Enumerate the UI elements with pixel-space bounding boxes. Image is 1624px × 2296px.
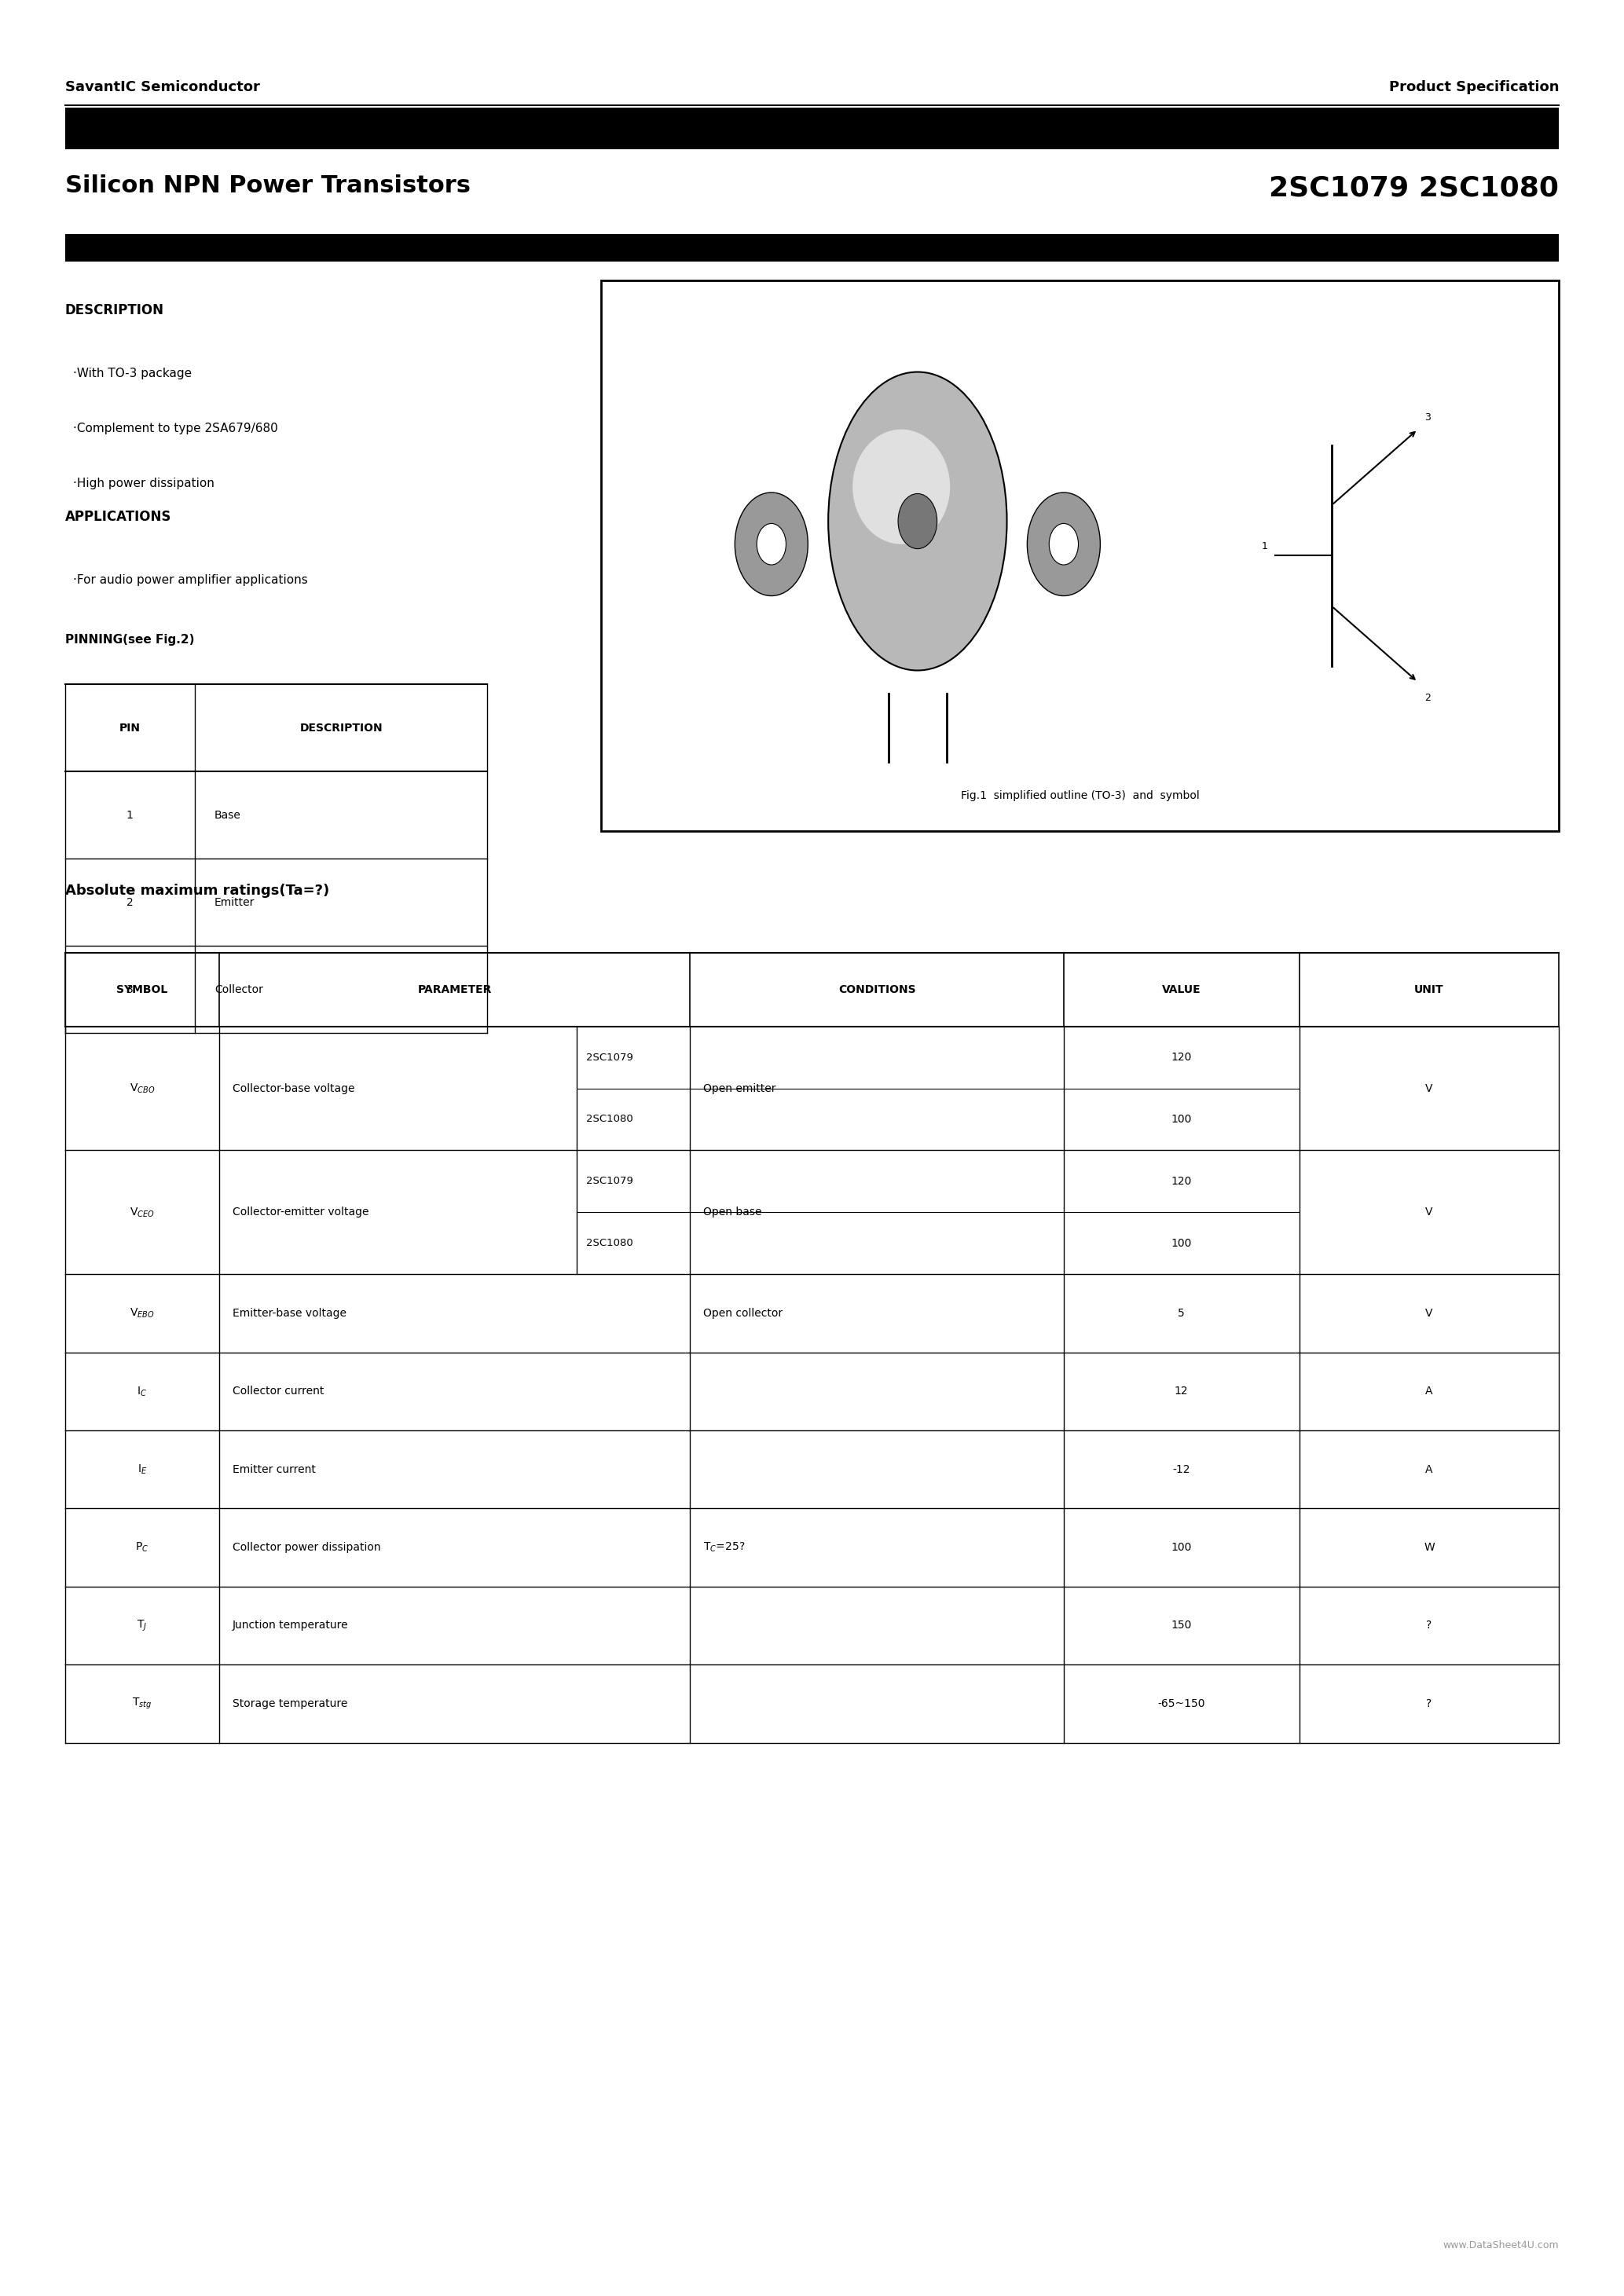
Ellipse shape — [734, 491, 809, 597]
Text: Collector: Collector — [214, 985, 263, 994]
Text: DESCRIPTION: DESCRIPTION — [65, 303, 164, 317]
Text: 12: 12 — [1174, 1387, 1189, 1396]
Text: Collector-base voltage: Collector-base voltage — [232, 1084, 354, 1093]
Text: ?: ? — [1426, 1699, 1432, 1708]
Circle shape — [898, 494, 937, 549]
Text: ·With TO-3 package: ·With TO-3 package — [73, 367, 192, 379]
Text: Silicon NPN Power Transistors: Silicon NPN Power Transistors — [65, 174, 471, 197]
Text: 1: 1 — [1262, 542, 1268, 551]
Text: 150: 150 — [1171, 1621, 1192, 1630]
Text: -65~150: -65~150 — [1158, 1699, 1205, 1708]
Text: Emitter: Emitter — [214, 898, 255, 907]
Text: I$_E$: I$_E$ — [138, 1463, 146, 1476]
Text: 2SC1079: 2SC1079 — [586, 1052, 633, 1063]
Text: Collector current: Collector current — [232, 1387, 323, 1396]
Text: Product Specification: Product Specification — [1389, 80, 1559, 94]
Text: 100: 100 — [1171, 1238, 1192, 1249]
Text: Storage temperature: Storage temperature — [232, 1699, 348, 1708]
Text: Open collector: Open collector — [703, 1309, 783, 1318]
Text: Open emitter: Open emitter — [703, 1084, 776, 1093]
Text: ·Complement to type 2SA679/680: ·Complement to type 2SA679/680 — [73, 422, 278, 434]
Text: 120: 120 — [1171, 1052, 1192, 1063]
Text: V$_{EBO}$: V$_{EBO}$ — [130, 1306, 154, 1320]
Text: 1: 1 — [127, 810, 133, 820]
Text: V$_{CBO}$: V$_{CBO}$ — [130, 1081, 154, 1095]
Text: 120: 120 — [1171, 1176, 1192, 1187]
Text: -12: -12 — [1173, 1465, 1190, 1474]
Text: 100: 100 — [1171, 1114, 1192, 1125]
Text: PARAMETER: PARAMETER — [417, 985, 492, 994]
Text: Absolute maximum ratings(Ta=?): Absolute maximum ratings(Ta=?) — [65, 884, 330, 898]
Text: CONDITIONS: CONDITIONS — [838, 985, 916, 994]
Text: SavantIC Semiconductor: SavantIC Semiconductor — [65, 80, 260, 94]
Text: 100: 100 — [1171, 1543, 1192, 1552]
Text: ?: ? — [1426, 1621, 1432, 1630]
Text: VALUE: VALUE — [1161, 985, 1202, 994]
Text: Emitter-base voltage: Emitter-base voltage — [232, 1309, 346, 1318]
Text: ·High power dissipation: ·High power dissipation — [73, 478, 214, 489]
Text: APPLICATIONS: APPLICATIONS — [65, 510, 171, 523]
Text: 2SC1079 2SC1080: 2SC1079 2SC1080 — [1268, 174, 1559, 202]
Text: V: V — [1426, 1208, 1432, 1217]
Text: PIN: PIN — [119, 723, 141, 732]
Text: Open base: Open base — [703, 1208, 762, 1217]
Text: T$_C$=25?: T$_C$=25? — [703, 1541, 745, 1554]
Ellipse shape — [1026, 491, 1099, 597]
Ellipse shape — [853, 429, 950, 544]
Circle shape — [1049, 523, 1078, 565]
Text: DESCRIPTION: DESCRIPTION — [299, 723, 383, 732]
Text: I$_C$: I$_C$ — [136, 1384, 148, 1398]
Text: PINNING(see Fig.2): PINNING(see Fig.2) — [65, 634, 195, 645]
Text: ·For audio power amplifier applications: ·For audio power amplifier applications — [73, 574, 309, 585]
Text: V: V — [1426, 1309, 1432, 1318]
Text: Emitter current: Emitter current — [232, 1465, 315, 1474]
Text: V: V — [1426, 1084, 1432, 1093]
Text: UNIT: UNIT — [1415, 985, 1444, 994]
Text: 5: 5 — [1177, 1309, 1186, 1318]
Text: 2SC1080: 2SC1080 — [586, 1238, 633, 1249]
Text: T$_{stg}$: T$_{stg}$ — [132, 1697, 153, 1711]
Text: 3: 3 — [1424, 413, 1431, 422]
Text: Base: Base — [214, 810, 240, 820]
Text: A: A — [1426, 1387, 1432, 1396]
Text: Collector power dissipation: Collector power dissipation — [232, 1543, 380, 1552]
Text: T$_J$: T$_J$ — [136, 1619, 148, 1632]
Bar — [65, 234, 1559, 262]
Text: 2: 2 — [1424, 693, 1431, 703]
Text: Junction temperature: Junction temperature — [232, 1621, 348, 1630]
Bar — [65, 108, 1559, 149]
Text: Fig.1  simplified outline (TO-3)  and  symbol: Fig.1 simplified outline (TO-3) and symb… — [961, 790, 1199, 801]
Circle shape — [757, 523, 786, 565]
Text: A: A — [1426, 1465, 1432, 1474]
Bar — [601, 280, 1559, 831]
Text: 2SC1079: 2SC1079 — [586, 1176, 633, 1187]
Text: 2: 2 — [127, 898, 133, 907]
Text: 2SC1080: 2SC1080 — [586, 1114, 633, 1125]
Text: 3: 3 — [127, 985, 133, 994]
Ellipse shape — [828, 372, 1007, 670]
Text: SYMBOL: SYMBOL — [117, 985, 167, 994]
Text: Collector-emitter voltage: Collector-emitter voltage — [232, 1208, 369, 1217]
Text: W: W — [1424, 1543, 1434, 1552]
Text: www.DataSheet4U.com: www.DataSheet4U.com — [1444, 2241, 1559, 2250]
Text: V$_{CEO}$: V$_{CEO}$ — [130, 1205, 154, 1219]
Text: P$_C$: P$_C$ — [135, 1541, 149, 1554]
